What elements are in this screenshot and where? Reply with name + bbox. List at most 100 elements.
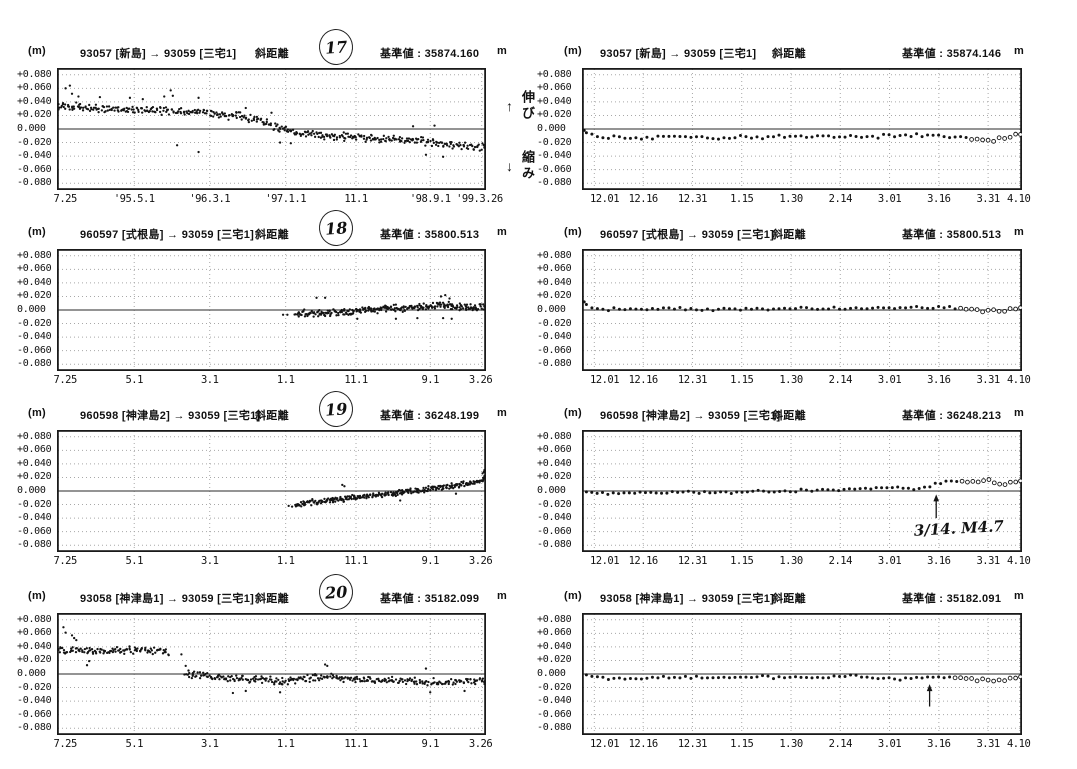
data-point <box>1018 305 1022 310</box>
data-point <box>756 488 760 492</box>
data-point <box>421 136 425 139</box>
data-point <box>277 678 280 682</box>
data-point <box>394 678 398 681</box>
plot-border <box>582 430 1022 552</box>
data-point <box>319 313 322 316</box>
data-point <box>278 130 281 133</box>
data-point <box>705 676 709 680</box>
x-axis-labels: 7.25 5.1 3.1 1.1 11.1 9.1 3.26 <box>54 555 493 568</box>
data-point <box>399 489 402 492</box>
data-point <box>991 480 997 486</box>
data-point <box>794 134 798 138</box>
data-point <box>299 501 303 504</box>
data-point <box>424 153 428 156</box>
data-point <box>235 110 238 114</box>
x-tick-label: 1.15 <box>730 374 754 386</box>
data-point <box>354 680 357 684</box>
data-point <box>970 479 976 484</box>
data-point <box>346 498 349 501</box>
x-tick-label: 9.1 <box>421 738 439 750</box>
data-point <box>421 489 424 493</box>
data-point <box>72 107 76 110</box>
data-point <box>335 138 338 141</box>
data-point <box>411 307 414 310</box>
data-point <box>853 487 857 491</box>
data-point <box>57 648 60 652</box>
data-point <box>450 317 453 320</box>
data-point <box>716 307 720 311</box>
data-point <box>250 119 253 122</box>
data-point <box>224 115 228 118</box>
x-tick-label: 12.16 <box>628 193 659 205</box>
data-point <box>401 310 404 313</box>
data-point <box>727 676 731 680</box>
y-tick-label: +0.040 <box>537 640 572 652</box>
data-point <box>300 313 303 317</box>
data-point <box>480 679 484 682</box>
data-point <box>175 144 179 147</box>
data-point <box>106 109 109 112</box>
data-point <box>985 677 991 683</box>
data-point <box>937 675 941 679</box>
x-tick-label: 12.31 <box>677 738 708 750</box>
data-point <box>375 307 379 311</box>
data-point <box>122 109 125 112</box>
y-tick-label: +0.060 <box>537 627 572 639</box>
data-point <box>98 95 102 99</box>
data-point <box>249 678 253 681</box>
data-point <box>645 308 649 312</box>
data-point <box>81 106 85 109</box>
data-point <box>622 491 626 495</box>
data-point <box>483 474 486 478</box>
y-tick-label: +0.040 <box>17 457 52 469</box>
data-point <box>351 493 354 497</box>
data-point <box>420 135 423 139</box>
data-point <box>1002 308 1007 314</box>
y-tick-label: 0.000 <box>537 668 566 679</box>
data-point <box>125 648 129 651</box>
data-point <box>810 135 814 139</box>
chart-y-unit: (m) <box>564 45 583 57</box>
data-point <box>104 110 107 113</box>
data-point <box>133 646 137 649</box>
data-point <box>628 307 632 311</box>
y-tick-label: 0.000 <box>537 304 566 315</box>
data-point <box>294 505 298 508</box>
data-point <box>751 489 755 493</box>
data-point <box>344 137 347 140</box>
data-point <box>368 676 371 679</box>
data-point <box>1008 479 1013 485</box>
data-point <box>683 308 687 312</box>
data-point <box>969 676 974 681</box>
data-point <box>155 649 159 652</box>
data-point <box>454 492 458 495</box>
x-tick-label: 3.26 <box>468 555 493 567</box>
data-point <box>901 486 905 490</box>
annotation-arrowhead <box>926 684 933 692</box>
data-point <box>805 675 809 679</box>
data-point <box>450 140 453 144</box>
data-point <box>449 678 453 681</box>
data-point <box>197 96 200 99</box>
data-point <box>75 101 78 104</box>
y-tick-label: -0.020 <box>537 681 572 693</box>
data-point <box>459 308 463 311</box>
data-point <box>434 143 438 146</box>
data-point <box>827 134 831 138</box>
data-point <box>114 650 117 653</box>
data-point <box>110 107 113 111</box>
data-point <box>338 134 341 138</box>
data-point <box>460 147 463 151</box>
data-point <box>187 109 190 112</box>
y-tick-label: +0.080 <box>537 613 572 625</box>
data-point <box>455 484 458 487</box>
data-point <box>125 110 129 113</box>
data-point <box>297 315 300 318</box>
data-point <box>318 131 321 135</box>
y-tick-label: -0.020 <box>537 317 572 329</box>
data-point <box>733 136 737 140</box>
data-point <box>805 306 809 310</box>
data-point <box>413 676 416 679</box>
data-point <box>749 676 753 680</box>
x-tick-label: 12.01 <box>589 374 620 386</box>
